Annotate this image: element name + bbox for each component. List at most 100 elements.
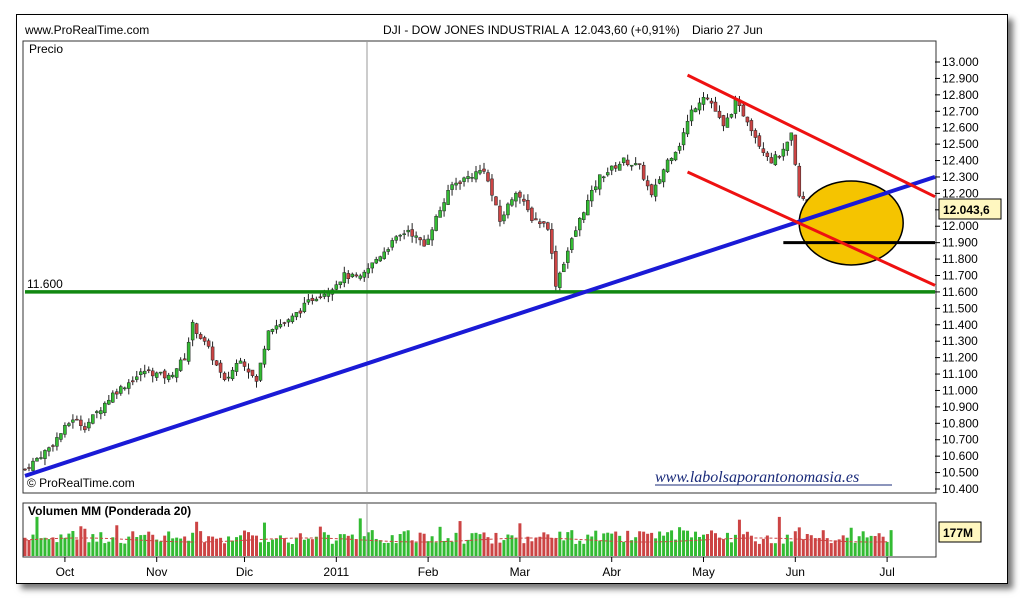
volume-bar [211,536,215,556]
volume-bar [510,535,514,556]
candle-body [170,374,175,378]
volume-bar [690,537,694,556]
channel-lower-line [686,170,936,287]
volume-bar [151,534,155,556]
volume-bar [127,536,131,556]
volume-bar [574,543,578,556]
volume-bar [183,536,187,556]
volume-bar [239,535,243,556]
volume-bar [390,535,394,556]
volume-bar [789,541,793,556]
x-tick-label: Feb [418,565,439,579]
candle-body [226,376,231,379]
last-price-tag-text: 12.043,6 [943,203,990,217]
volume-bar [402,531,406,556]
candle-body [39,457,43,459]
volume-bar [550,537,554,556]
y-tick-label: 12.900 [942,71,979,85]
candle-body [218,362,223,373]
candle-body [342,272,347,284]
volume-bar [75,539,79,556]
candle-body [689,109,694,122]
volume-bar [23,537,27,556]
candle-body [238,360,243,364]
chart-window: www.ProRealTime.com DJI - DOW JONES INDU… [16,14,1008,584]
volume-bar [590,536,594,556]
volume-bar [159,541,163,556]
copyright-label: © ProRealTime.com [27,476,135,490]
volume-bar [606,532,610,556]
volume-bar [254,535,258,556]
volume-bar [119,542,123,556]
candle-body [274,325,279,330]
volume-bar [757,543,761,556]
candle-body [398,234,402,237]
volume-bar [294,537,298,556]
candle-body [402,233,406,236]
candles [23,92,893,473]
volume-bar [326,534,330,556]
volume-bar [458,521,462,556]
candle-body [777,156,782,158]
candle-body [426,238,430,245]
candle-body [633,163,638,166]
candle-body [546,222,550,230]
candle-body [278,324,283,328]
candle-body [135,376,139,380]
candle-body [717,110,722,118]
volume-bar [630,540,634,556]
volume-bar [865,537,869,556]
candle-body [150,370,155,377]
candle-body [657,179,662,184]
candle-body [186,341,191,362]
volume-bar [31,534,35,556]
candle-body [613,165,618,169]
x-tick-label: Oct [56,565,75,579]
channel-upper-line [686,73,936,199]
volume-bar [414,542,418,556]
volume-bar [702,534,706,556]
y-tick-label: 10.600 [942,449,979,463]
candle-body [526,199,530,211]
volume-bar [167,531,171,556]
volume-bar [749,535,753,556]
volume-bar [63,537,67,556]
candle-body [174,368,179,378]
candle-body [597,174,602,190]
volume-panel-title: Volumen MM (Ponderada 20) [28,504,191,518]
candle-body [494,196,498,206]
candle-body [765,152,770,157]
volume-bar [366,532,370,556]
candle-body [550,229,554,254]
y-tick-label: 12.400 [942,154,979,168]
volume-bar [219,537,223,556]
volume-bar [314,536,318,556]
candle-body [410,229,414,237]
volume-bar [302,539,306,556]
volume-bar [382,543,386,556]
x-tick-label: Abr [602,565,621,579]
x-tick-label: May [692,565,715,579]
volume-bar [474,532,478,556]
candle-body [661,169,666,183]
candle-body [418,237,422,241]
candle-body [434,216,438,231]
volume-bar [262,522,266,556]
volume-bar [450,541,454,556]
volume-bar [442,540,446,556]
volume-bar [386,542,390,556]
volume-bar [163,535,167,556]
volume-bar [434,542,438,556]
volume-bar [322,532,326,556]
volume-bar [59,534,63,556]
candle-body [454,182,458,186]
volume-bar [243,530,247,556]
volume-bar [817,537,821,556]
candle-body [518,191,522,198]
volume-panel [22,502,937,558]
volume-bar [171,538,175,556]
volume-bar [586,534,590,556]
volume-tag [938,521,982,543]
x-tick-label: Jun [786,565,805,579]
volume-bar [498,542,502,556]
